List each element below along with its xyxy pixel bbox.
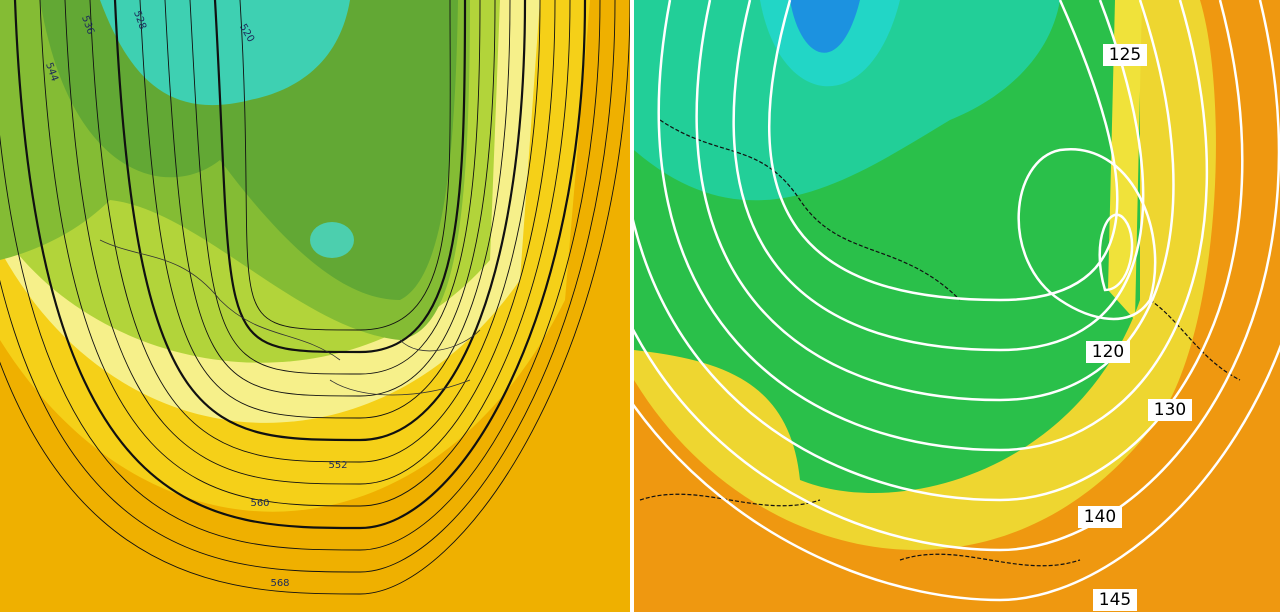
contour xyxy=(89,0,541,463)
contours xyxy=(0,0,630,595)
contours xyxy=(634,0,1280,602)
contour xyxy=(164,0,496,397)
label-box xyxy=(1086,341,1130,363)
contour xyxy=(0,0,601,551)
contour xyxy=(657,0,1209,452)
right-map: 125 120 130 140 145 xyxy=(634,0,1280,612)
contour xyxy=(139,0,511,419)
contour xyxy=(732,0,1145,352)
contour-label: 568 xyxy=(270,578,289,589)
contour-label: 130 xyxy=(1154,400,1186,420)
coastline xyxy=(99,239,481,396)
contour xyxy=(0,0,616,573)
field xyxy=(100,0,350,106)
contour xyxy=(213,0,467,354)
contour-label: 145 xyxy=(1099,590,1131,610)
contour xyxy=(634,0,1280,552)
contour-label: 120 xyxy=(1092,342,1124,362)
contour xyxy=(189,0,481,375)
field xyxy=(310,222,354,258)
contour xyxy=(1017,148,1157,321)
contour xyxy=(113,0,527,442)
contour xyxy=(0,0,630,595)
contour xyxy=(39,0,571,507)
contour xyxy=(634,343,1280,602)
contour xyxy=(768,0,1119,302)
label-box xyxy=(1078,506,1122,528)
contour xyxy=(239,0,451,331)
contour-label: 552 xyxy=(328,460,347,471)
border xyxy=(639,119,1241,567)
label-box xyxy=(1148,399,1192,421)
contour xyxy=(64,0,556,485)
field xyxy=(790,0,860,53)
contour-label: 560 xyxy=(250,498,269,509)
label-box xyxy=(1103,44,1147,66)
contour xyxy=(695,0,1175,402)
contour-label: 125 xyxy=(1109,45,1141,65)
label-box xyxy=(1093,589,1137,611)
field xyxy=(1108,0,1142,320)
contour-label: 140 xyxy=(1084,507,1116,527)
contour xyxy=(13,0,587,530)
contour xyxy=(634,0,1244,502)
